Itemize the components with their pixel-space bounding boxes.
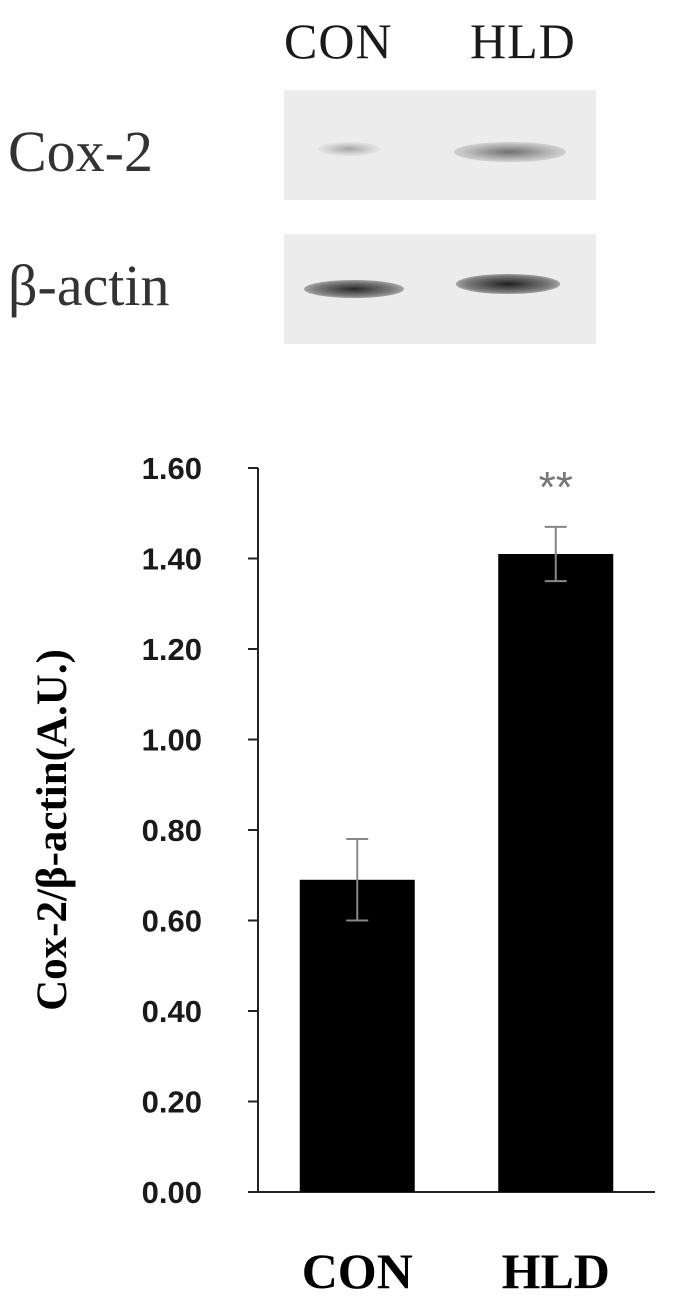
- y-tick-label: 1.00: [142, 723, 202, 758]
- y-tick-label: 1.40: [142, 542, 202, 577]
- annotations: **: [539, 463, 573, 512]
- significance-marker: **: [539, 463, 573, 512]
- bars: [299, 553, 614, 1192]
- band-cox2-con: [318, 142, 380, 156]
- error-bars: [346, 525, 567, 922]
- blot-row-label-cox2: Cox-2: [8, 119, 153, 184]
- y-tick-label: 0.00: [142, 1175, 202, 1210]
- y-tick-label: 1.60: [142, 451, 202, 486]
- band-cox2-hld: [454, 142, 566, 162]
- blot-panel-cox2: [284, 90, 596, 200]
- blot-panel-actin: [284, 234, 596, 344]
- blot-lane-label-hld: HLD: [470, 13, 576, 69]
- y-tick-label: 0.40: [142, 994, 202, 1029]
- y-tick-label: 0.20: [142, 1085, 202, 1120]
- blot-row-label-actin: β-actin: [8, 253, 170, 318]
- bar: [498, 553, 614, 1192]
- x-category-label: CON: [302, 1243, 413, 1299]
- y-axis-label: Cox-2/β-actin(A.U.): [29, 649, 76, 1011]
- y-tick-label: 0.80: [142, 813, 202, 848]
- bar: [299, 879, 415, 1192]
- x-category-label: HLD: [502, 1243, 610, 1299]
- band-actin-hld: [456, 274, 560, 294]
- x-category-labels: CON HLD: [302, 1243, 610, 1299]
- y-tick-label: 0.60: [142, 904, 202, 939]
- y-tick-label: 1.20: [142, 632, 202, 667]
- y-ticks: 0.00 0.20 0.40 0.60 0.80 1.00 1.20 1.40 1.60: [142, 451, 258, 1210]
- band-actin-con: [304, 280, 404, 298]
- blot-lane-label-con: CON: [284, 13, 393, 69]
